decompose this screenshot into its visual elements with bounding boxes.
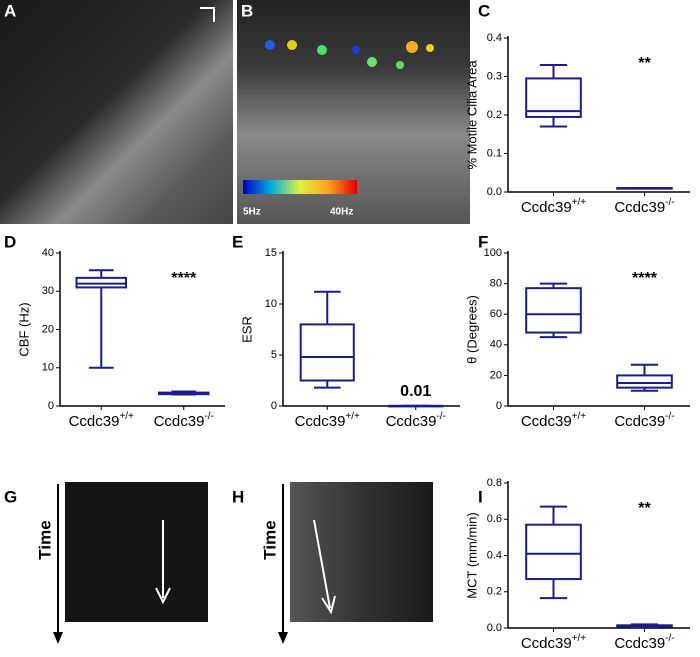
category-superscript: +/+ — [572, 411, 587, 422]
box — [525, 77, 582, 118]
y-axis-label: % Motile Cilia Area — [464, 60, 479, 170]
category-name: Ccdc39 — [154, 413, 205, 430]
category-name: Ccdc39 — [295, 413, 346, 430]
y-tick-label: 5 — [271, 349, 277, 361]
time-arrow-head — [53, 632, 63, 644]
arrow-head — [321, 595, 336, 615]
x-tick-label: Ccdc39-/- — [154, 411, 214, 430]
y-tick-label: 20 — [490, 369, 502, 381]
y-tick-label: 15 — [265, 247, 277, 259]
category-superscript: +/+ — [572, 197, 587, 208]
panel-label: D — [4, 232, 16, 251]
image-a — [0, 0, 233, 224]
box — [299, 323, 355, 382]
category-superscript: -/- — [436, 411, 445, 422]
image-h — [290, 482, 433, 622]
y-tick-label: 0 — [496, 400, 502, 412]
x-tick-label: Ccdc39+/+ — [521, 197, 586, 216]
y-tick-label: 30 — [42, 285, 54, 297]
y-tick-label: 0.2 — [487, 109, 502, 121]
panel-label: A — [4, 1, 16, 20]
x-tick-label: Ccdc39-/- — [386, 411, 446, 430]
category-name: Ccdc39 — [614, 199, 665, 216]
category-name: Ccdc39 — [614, 413, 665, 430]
time-arrow-head — [278, 632, 288, 644]
y-tick-label: 100 — [484, 247, 502, 259]
x-tick-label: Ccdc39+/+ — [69, 411, 134, 430]
category-name: Ccdc39 — [386, 413, 437, 430]
arrow — [313, 519, 331, 609]
category-superscript: +/+ — [119, 411, 134, 422]
annotation: ** — [638, 500, 651, 517]
time-label: Time — [35, 520, 54, 559]
x-tick-label: Ccdc39+/+ — [521, 411, 586, 430]
y-tick-label: 40 — [490, 339, 502, 351]
category-superscript: -/- — [665, 411, 674, 422]
y-axis-label: MCT (mm/min) — [464, 512, 479, 598]
x-tick-label: Ccdc39-/- — [614, 633, 674, 652]
category-name: Ccdc39 — [521, 199, 572, 216]
panel-label: G — [4, 487, 17, 506]
y-tick-label: 0.0 — [487, 622, 502, 634]
scale-bar — [200, 7, 215, 22]
y-tick-label: 0.8 — [487, 477, 502, 489]
category-name: Ccdc39 — [521, 413, 572, 430]
category-superscript: -/- — [204, 411, 213, 422]
color-spots — [265, 40, 434, 69]
y-tick-label: 0.0 — [487, 186, 502, 198]
panel-label: F — [478, 232, 488, 251]
panel-label: E — [232, 232, 243, 251]
panel-label: H — [232, 487, 244, 506]
panel-label: B — [241, 1, 253, 20]
annotation: 0.01 — [400, 383, 431, 400]
colorbar — [243, 180, 357, 194]
y-tick-label: 60 — [490, 308, 502, 320]
annotation: ** — [638, 55, 651, 72]
x-tick-label: Ccdc39-/- — [614, 197, 674, 216]
panel-label: C — [478, 1, 490, 20]
category-name: Ccdc39 — [614, 635, 665, 652]
arrow-head — [155, 587, 171, 605]
panel-label: I — [478, 487, 483, 506]
y-tick-label: 0.4 — [487, 549, 502, 561]
colorbar-high: 40Hz — [330, 207, 353, 218]
box — [525, 523, 582, 581]
y-axis-label: θ (Degrees) — [464, 295, 479, 364]
y-tick-label: 0.6 — [487, 513, 502, 525]
y-tick-label: 10 — [265, 298, 277, 310]
annotation: **** — [632, 270, 658, 287]
x-tick-label: Ccdc39+/+ — [521, 633, 586, 652]
box — [525, 287, 582, 334]
y-tick-label: 0.2 — [487, 586, 502, 598]
y-tick-label: 0.3 — [487, 70, 502, 82]
time-label: Time — [260, 520, 279, 559]
category-superscript: -/- — [665, 633, 674, 644]
y-tick-label: 40 — [42, 247, 54, 259]
colorbar-low: 5Hz — [243, 207, 261, 218]
y-tick-label: 10 — [42, 362, 54, 374]
category-superscript: +/+ — [572, 633, 587, 644]
category-name: Ccdc39 — [69, 413, 120, 430]
y-tick-label: 0 — [271, 400, 277, 412]
y-tick-label: 80 — [490, 278, 502, 290]
y-axis-label: ESR — [239, 316, 254, 343]
y-tick-label: 20 — [42, 323, 54, 335]
annotation: **** — [171, 270, 197, 287]
box — [616, 374, 673, 389]
y-tick-label: 0.4 — [487, 32, 502, 44]
x-tick-label: Ccdc39-/- — [614, 411, 674, 430]
y-tick-label: 0 — [48, 400, 54, 412]
x-tick-label: Ccdc39+/+ — [295, 411, 360, 430]
category-superscript: +/+ — [345, 411, 360, 422]
y-axis-label: CBF (Hz) — [16, 302, 31, 356]
image-g — [65, 482, 208, 622]
category-superscript: -/- — [665, 197, 674, 208]
y-tick-label: 0.1 — [487, 147, 502, 159]
category-name: Ccdc39 — [521, 635, 572, 652]
